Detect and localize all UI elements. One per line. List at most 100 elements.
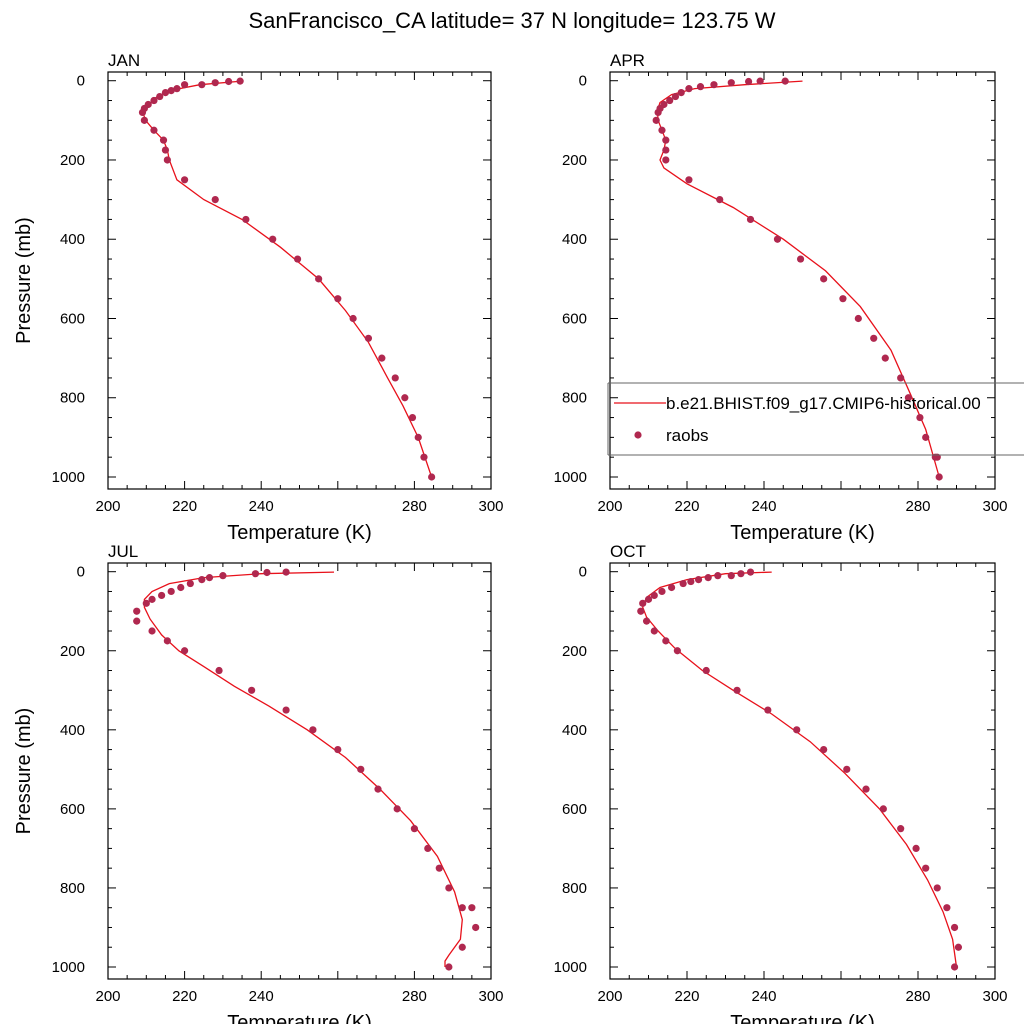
raobs-point — [142, 599, 150, 607]
raobs-point — [282, 568, 290, 576]
model-profile-line — [142, 80, 433, 478]
raobs-point — [652, 116, 660, 124]
raobs-point — [650, 627, 658, 635]
raobs-point — [401, 394, 409, 402]
raobs-point — [904, 394, 912, 402]
raobs-point — [378, 354, 386, 362]
raobs-point — [150, 126, 158, 134]
y-tick-label: 0 — [579, 564, 587, 581]
raobs-point — [211, 196, 219, 204]
chart-panel-oct: OCT 200 220 240 280 300 0 200 400 600 800 1000 Tempe… — [554, 542, 1008, 1024]
raobs-point — [704, 574, 712, 582]
raobs-point — [186, 579, 194, 588]
raobs-point — [148, 595, 156, 603]
raobs-point — [181, 81, 189, 89]
x-axis-label: Temperature (K) — [730, 522, 875, 544]
x-tick-label: 200 — [597, 988, 622, 1005]
raobs-point — [215, 666, 223, 675]
y-tick-label: 1000 — [554, 469, 587, 486]
x-tick-label: 300 — [478, 498, 503, 515]
raobs-point — [935, 473, 943, 481]
y-tick-label: 800 — [562, 880, 587, 897]
raobs-point — [198, 576, 206, 584]
raobs-point — [458, 943, 466, 951]
raobs-point — [309, 726, 317, 734]
raobs-point — [357, 765, 365, 773]
raobs-point — [862, 785, 870, 793]
raobs-point — [662, 146, 670, 154]
raobs-point — [211, 79, 219, 87]
raobs-point — [219, 572, 227, 580]
raobs-point — [916, 413, 924, 422]
y-tick-label: 400 — [562, 231, 587, 248]
x-tick-label: 300 — [982, 498, 1007, 515]
raobs-point — [764, 706, 772, 714]
x-tick-label: 280 — [905, 498, 930, 515]
y-tick-label: 200 — [562, 152, 587, 169]
raobs-point — [650, 591, 658, 600]
raobs-point — [410, 825, 418, 833]
raobs-point — [881, 354, 889, 362]
plot-frame — [107, 71, 492, 490]
raobs-point — [662, 637, 670, 645]
raobs-point — [796, 255, 805, 263]
raobs-point — [696, 83, 705, 91]
x-axis-label: Temperature (K) — [730, 1012, 875, 1024]
raobs-point — [843, 765, 851, 773]
x-tick-label: 240 — [751, 498, 776, 515]
raobs-point — [746, 568, 755, 576]
raobs-point — [781, 77, 789, 85]
raobs-point — [251, 570, 260, 578]
y-tick-label: 1000 — [52, 959, 85, 976]
panel-title: JAN — [108, 51, 140, 70]
x-tick-label: 300 — [478, 988, 503, 1005]
raobs-point — [685, 176, 693, 184]
raobs-point — [756, 77, 764, 85]
legend-marker-swatch — [634, 431, 642, 439]
raobs-point — [148, 627, 156, 635]
y-tick-label: 0 — [77, 73, 85, 90]
raobs-point — [727, 79, 735, 87]
panel-title: APR — [610, 51, 645, 70]
raobs-point — [922, 433, 930, 441]
legend-line-label: b.e21.BHIST.f09_g17.CMIP6-historical.00 — [666, 394, 981, 413]
raobs-point — [714, 572, 722, 580]
raobs-point — [679, 579, 687, 588]
raobs-point — [897, 825, 905, 833]
x-tick-label: 280 — [905, 988, 930, 1005]
raobs-point — [133, 617, 141, 625]
y-axis-label: Pressure (mb) — [13, 708, 35, 835]
x-tick-label: 280 — [402, 498, 427, 515]
raobs-point — [673, 647, 681, 655]
x-tick-label: 200 — [597, 498, 622, 515]
raobs-point — [950, 963, 959, 971]
y-tick-label: 1000 — [554, 959, 587, 976]
raobs-point — [737, 570, 745, 578]
raobs-point — [854, 314, 862, 323]
raobs-point — [716, 196, 724, 204]
x-tick-label: 240 — [249, 988, 274, 1005]
raobs-point — [870, 334, 878, 342]
x-tick-label: 240 — [249, 498, 274, 515]
x-tick-label: 220 — [172, 498, 197, 515]
y-tick-label: 800 — [562, 390, 587, 407]
raobs-point — [745, 77, 753, 86]
raobs-point — [654, 108, 662, 117]
raobs-point — [671, 92, 680, 101]
raobs-point — [181, 176, 189, 184]
raobs-point — [177, 583, 185, 592]
raobs-point — [225, 77, 233, 86]
y-tick-label: 400 — [60, 722, 85, 739]
x-axis-label: Temperature (K) — [227, 522, 372, 544]
raobs-point — [943, 904, 951, 912]
raobs-point — [468, 904, 476, 912]
raobs-point — [445, 963, 453, 971]
x-tick-label: 240 — [751, 988, 776, 1005]
raobs-point — [181, 647, 189, 655]
raobs-point — [163, 637, 171, 645]
panel-title: JUL — [108, 542, 138, 561]
raobs-point — [472, 923, 480, 932]
raobs-point — [658, 587, 666, 596]
y-tick-label: 400 — [562, 722, 587, 739]
raobs-point — [420, 453, 428, 461]
